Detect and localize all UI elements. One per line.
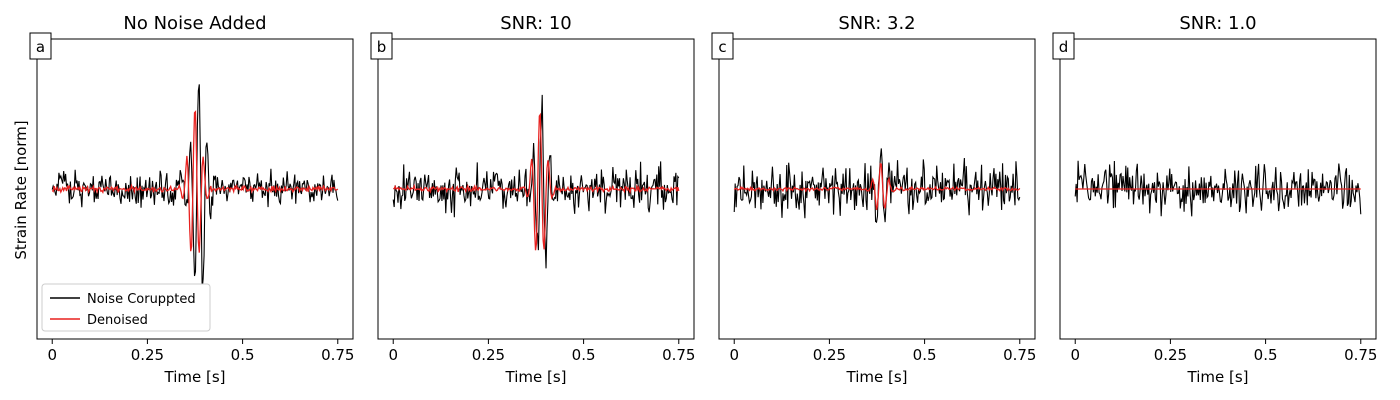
x-tick-label: 0.25 bbox=[472, 346, 505, 364]
panel-label-box bbox=[29, 32, 52, 60]
plot-frame bbox=[718, 38, 1036, 340]
panel-title: SNR: 3.2 bbox=[838, 13, 915, 34]
x-tick-label: 0.75 bbox=[1003, 346, 1036, 364]
panel-label-box bbox=[711, 32, 734, 60]
panel-label: c bbox=[718, 38, 726, 56]
x-tick-label: 0.5 bbox=[572, 346, 596, 364]
panel-d: 0 0.25 0.5 0.75 Time [s] SNR: 1.0 d bbox=[1052, 13, 1377, 386]
panel-label: a bbox=[36, 38, 45, 56]
series-line-denoised-c bbox=[733, 162, 1021, 211]
x-tick-label: 0 bbox=[388, 346, 398, 364]
x-tick-label: 0.75 bbox=[321, 346, 354, 364]
series-line-denoised-a bbox=[51, 110, 339, 253]
panel-title: SNR: 10 bbox=[500, 13, 572, 34]
legend-label-denoised: Denoised bbox=[87, 313, 148, 328]
panel-label: b bbox=[377, 38, 387, 56]
x-tick-label: 0.5 bbox=[1254, 346, 1278, 364]
legend: Noise Coruppted Denoised bbox=[41, 283, 211, 332]
plot-frame bbox=[36, 38, 354, 340]
x-tick-label: 0.75 bbox=[662, 346, 695, 364]
y-axis-label: Strain Rate [norm] bbox=[12, 120, 30, 259]
panel-b: 0 0.25 0.5 0.75 Time [s] SNR: 10 b bbox=[370, 13, 695, 386]
x-axis-label: Time [s] bbox=[846, 368, 908, 386]
series-line-noisy-c bbox=[733, 148, 1021, 224]
panel-label-box bbox=[370, 32, 393, 60]
x-tick-label: 0 bbox=[1070, 346, 1080, 364]
panel-title: SNR: 1.0 bbox=[1179, 13, 1256, 34]
plot-frame bbox=[1059, 38, 1377, 340]
panel-title: No Noise Added bbox=[123, 13, 266, 34]
panel-c: 0 0.25 0.5 0.75 Time [s] SNR: 3.2 c bbox=[711, 13, 1036, 386]
panel-label-box bbox=[1052, 32, 1075, 60]
x-tick-label: 0.5 bbox=[913, 346, 937, 364]
x-tick-label: 0 bbox=[729, 346, 739, 364]
x-axis-label: Time [s] bbox=[164, 368, 226, 386]
legend-box bbox=[41, 283, 211, 332]
x-tick-label: 0.25 bbox=[1154, 346, 1187, 364]
legend-label-noisy: Noise Coruppted bbox=[87, 292, 196, 307]
series-line-noisy-a bbox=[51, 84, 339, 290]
plot-frame bbox=[377, 38, 695, 340]
x-tick-label: 0.75 bbox=[1344, 346, 1377, 364]
series-line-noisy-b bbox=[392, 94, 680, 269]
series-line-denoised-b bbox=[393, 112, 680, 251]
x-tick-label: 0.5 bbox=[231, 346, 255, 364]
panel-label: d bbox=[1059, 38, 1069, 56]
x-tick-label: 0.25 bbox=[131, 346, 164, 364]
x-axis-label: Time [s] bbox=[505, 368, 567, 386]
x-axis-label: Time [s] bbox=[1187, 368, 1249, 386]
panel-a: 0 0.25 0.5 0.75 Time [s] No Noise Added a bbox=[29, 13, 354, 386]
x-tick-label: 0 bbox=[47, 346, 57, 364]
panels: 0 0.25 0.5 0.75 Time [s] No Noise Added a 0 0.25… bbox=[29, 13, 1377, 386]
x-tick-label: 0.25 bbox=[813, 346, 846, 364]
